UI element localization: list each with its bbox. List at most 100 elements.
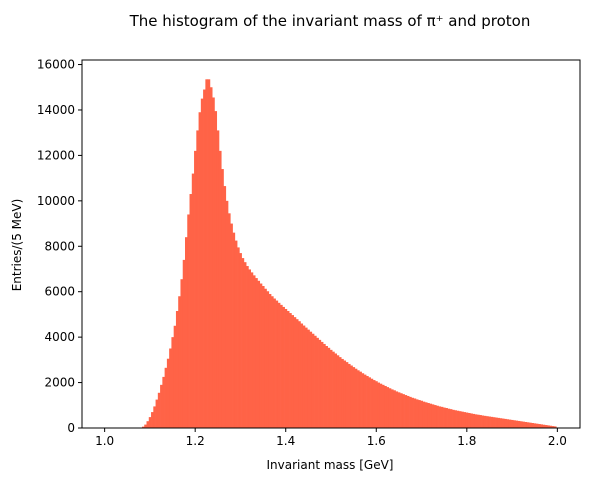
histogram-bar [465,412,469,428]
y-tick-label: 14000 [37,103,75,117]
histogram-bar [535,423,539,428]
histogram-bar [481,415,485,428]
histogram-bar [538,424,541,428]
histogram-bar [255,278,258,428]
histogram-bar [336,355,340,428]
histogram-bar [447,408,451,428]
histogram-bar [533,423,537,428]
y-tick-label: 10000 [37,194,75,208]
histogram-bar [375,381,378,428]
histogram-bar [293,317,297,428]
histogram-bar [273,298,276,428]
histogram-bar [366,375,369,428]
histogram-bar [175,311,179,428]
histogram-bar [510,419,514,428]
histogram-bar [221,169,224,429]
y-tick-label: 12000 [37,148,75,162]
histogram-bar [456,410,460,428]
histogram-bar [228,213,231,428]
histogram-bar [232,232,236,428]
histogram-bar [508,419,512,428]
histogram-bar [359,371,362,428]
histogram-bar [295,319,299,428]
histogram-bar [185,237,188,428]
histogram-bar [400,393,403,428]
histogram-bar [363,374,367,428]
histogram-bar [230,223,233,428]
histogram-bar [289,313,292,428]
histogram-bar [551,426,555,428]
histogram-bar [413,398,417,428]
histogram-bar [397,392,401,428]
histogram-bar [234,240,238,428]
histogram-bar [311,333,315,428]
histogram-bar [214,111,218,429]
histogram-bar [352,367,356,428]
histogram-bar [257,280,261,428]
histogram-bar [307,329,310,428]
histogram-bar [248,269,251,428]
histogram-bar [300,323,304,428]
histogram-bar [291,315,294,428]
histogram-bar [148,417,152,428]
histogram-bar [164,367,168,428]
histogram-bar [504,418,507,428]
y-axis-label: Entries/(5 MeV) [10,199,24,292]
histogram-bar [212,97,215,428]
histogram-bar [162,376,165,428]
histogram-bar [404,395,408,428]
histogram-bar [280,304,283,428]
axes-frame [81,59,581,429]
histogram-bar [470,413,473,428]
histogram-bar [314,335,317,428]
histogram-bar [420,400,424,428]
histogram-bar [191,173,195,428]
histogram-bar [452,409,455,428]
y-tick-label: 4000 [44,330,75,344]
y-tick-label: 8000 [44,239,75,253]
histogram-bar [153,406,156,428]
x-tick-label: 1.2 [186,434,205,448]
histogram-bar [540,424,543,428]
histogram-bar [488,416,491,428]
histogram-bar [384,385,387,428]
histogram-bar [347,363,351,428]
y-tick-label: 0 [67,421,75,435]
histogram-bar [458,411,462,428]
histogram-bar [443,407,446,428]
histogram-bar [547,425,550,428]
histogram-bar [495,417,498,428]
histogram-bar [370,378,374,428]
histogram-bar [381,384,385,428]
histogram-bar [377,382,381,428]
x-tick-label: 1.0 [95,434,114,448]
histogram-bar [345,362,349,428]
histogram-bar [209,87,213,428]
histogram-bar [264,288,267,428]
histogram-bar [198,112,202,428]
histogram-bar [246,266,249,428]
histogram-bar [239,253,242,428]
histogram-bar [157,392,161,428]
histogram-bar [436,405,439,428]
histogram-bar [490,416,494,428]
y-tick-label: 16000 [37,58,75,72]
histogram-bar [203,89,206,428]
histogram-bar [395,391,399,428]
histogram-bar [549,425,553,428]
histogram-bar [341,358,344,428]
histogram-bar [406,395,410,428]
histogram-bar [205,79,208,428]
plot-area: 1.0 1.2 1.4 1.6 1.8 2.0 0 2000 4000 6000 8000 10000… [37,58,581,448]
chart-title: The histogram of the invariant mass of π… [129,12,531,30]
histogram-bar [182,259,186,428]
histogram-bar [275,300,279,428]
histogram-bar [318,339,322,428]
x-tick-label: 2.0 [548,434,567,448]
histogram-bar [463,412,467,428]
histogram-bar [445,408,448,428]
histogram-bar [160,384,163,428]
histogram-bar [241,258,245,428]
histogram-bar [334,353,338,428]
